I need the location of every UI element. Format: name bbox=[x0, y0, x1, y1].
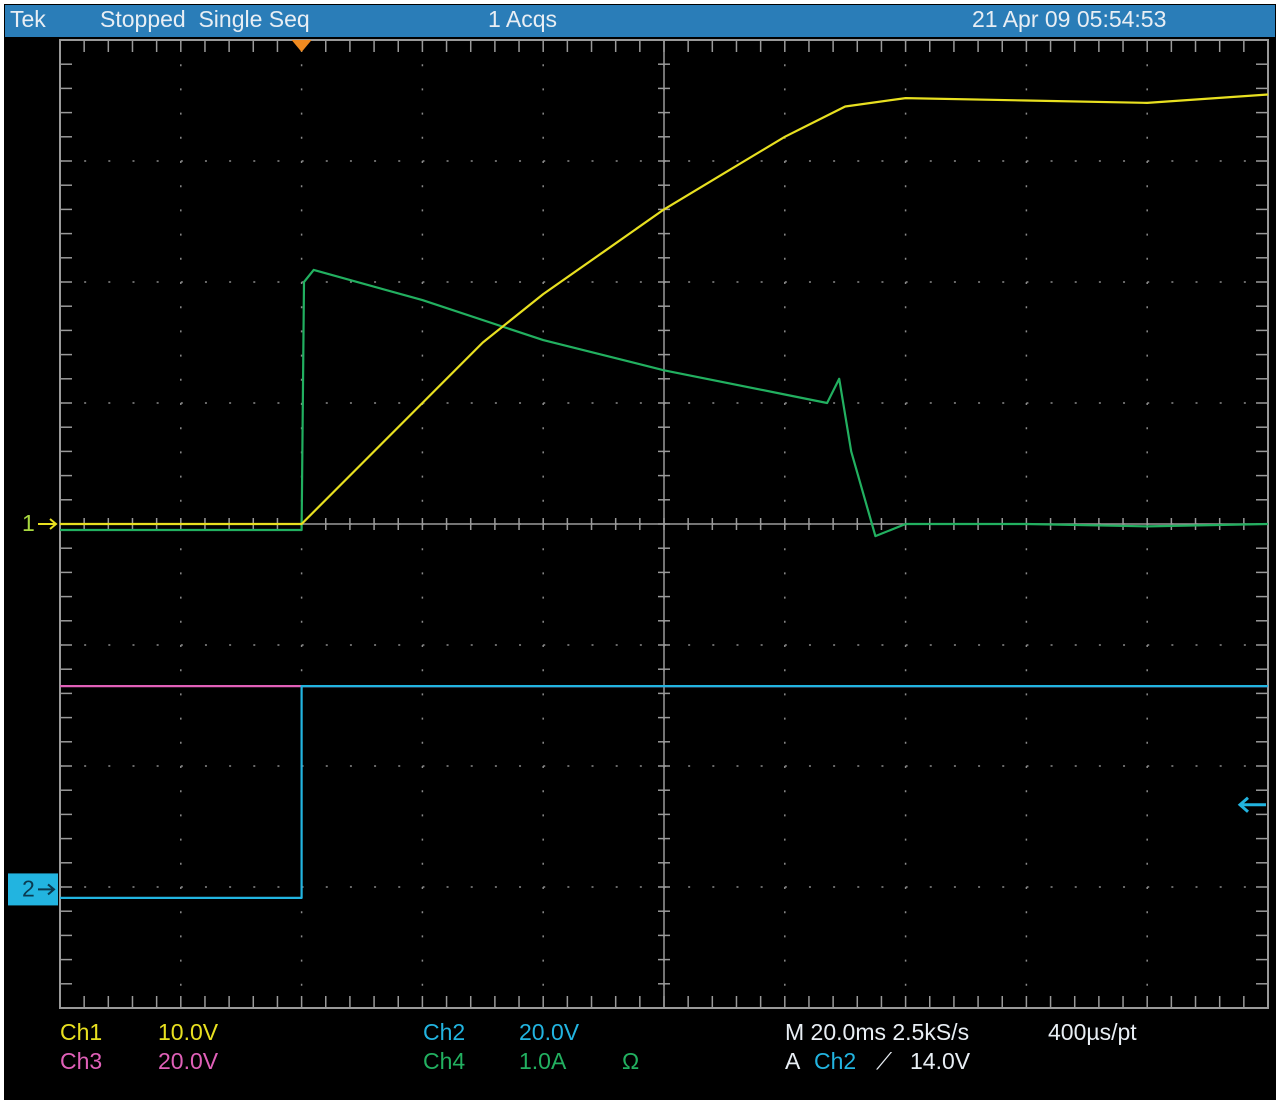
readout: M 20.0ms 2.5kS/s 400µs/pt A Ch2 ⟋ 14.0V … bbox=[60, 1019, 1137, 1074]
timebase: M 20.0ms 2.5kS/s bbox=[785, 1019, 969, 1045]
channel-scale: 20.0V bbox=[519, 1019, 580, 1045]
timestamp: 21 Apr 09 05:54:53 bbox=[972, 6, 1166, 32]
trigger-source: Ch2 bbox=[814, 1048, 856, 1074]
channel-scale: 20.0V bbox=[158, 1048, 219, 1074]
acq-count: 1 Acqs bbox=[488, 6, 557, 32]
brand: Tek bbox=[10, 6, 46, 32]
status-bar bbox=[5, 5, 1275, 37]
trace bbox=[60, 685, 1268, 899]
trigger-position bbox=[291, 40, 312, 52]
trigger-slope: ⟋ bbox=[876, 1048, 893, 1074]
channel-name: Ch3 bbox=[60, 1048, 102, 1074]
channel-arrow bbox=[38, 883, 56, 896]
channel-name: Ch4 bbox=[423, 1048, 465, 1074]
channel-scale: 1.0A bbox=[519, 1048, 567, 1074]
channel-marker: 1 bbox=[22, 510, 35, 536]
trace bbox=[60, 268, 1269, 538]
channel-note: Ω bbox=[622, 1048, 639, 1074]
channel-name: Ch2 bbox=[423, 1019, 465, 1045]
channel-name: Ch1 bbox=[60, 1019, 102, 1045]
trace bbox=[60, 93, 1269, 526]
traces: 21 bbox=[8, 93, 1269, 906]
acq-status: Stopped Single Seq bbox=[100, 6, 310, 32]
trigger-level: 14.0V bbox=[910, 1048, 971, 1074]
trigger-level bbox=[1237, 796, 1266, 813]
trigger-mode: A bbox=[785, 1048, 801, 1074]
record-length: 400µs/pt bbox=[1048, 1019, 1137, 1045]
channel-marker: 2 bbox=[22, 875, 35, 901]
channel-scale: 10.0V bbox=[158, 1019, 219, 1045]
channel-arrow bbox=[38, 518, 58, 530]
screen-bg bbox=[4, 4, 1276, 1100]
